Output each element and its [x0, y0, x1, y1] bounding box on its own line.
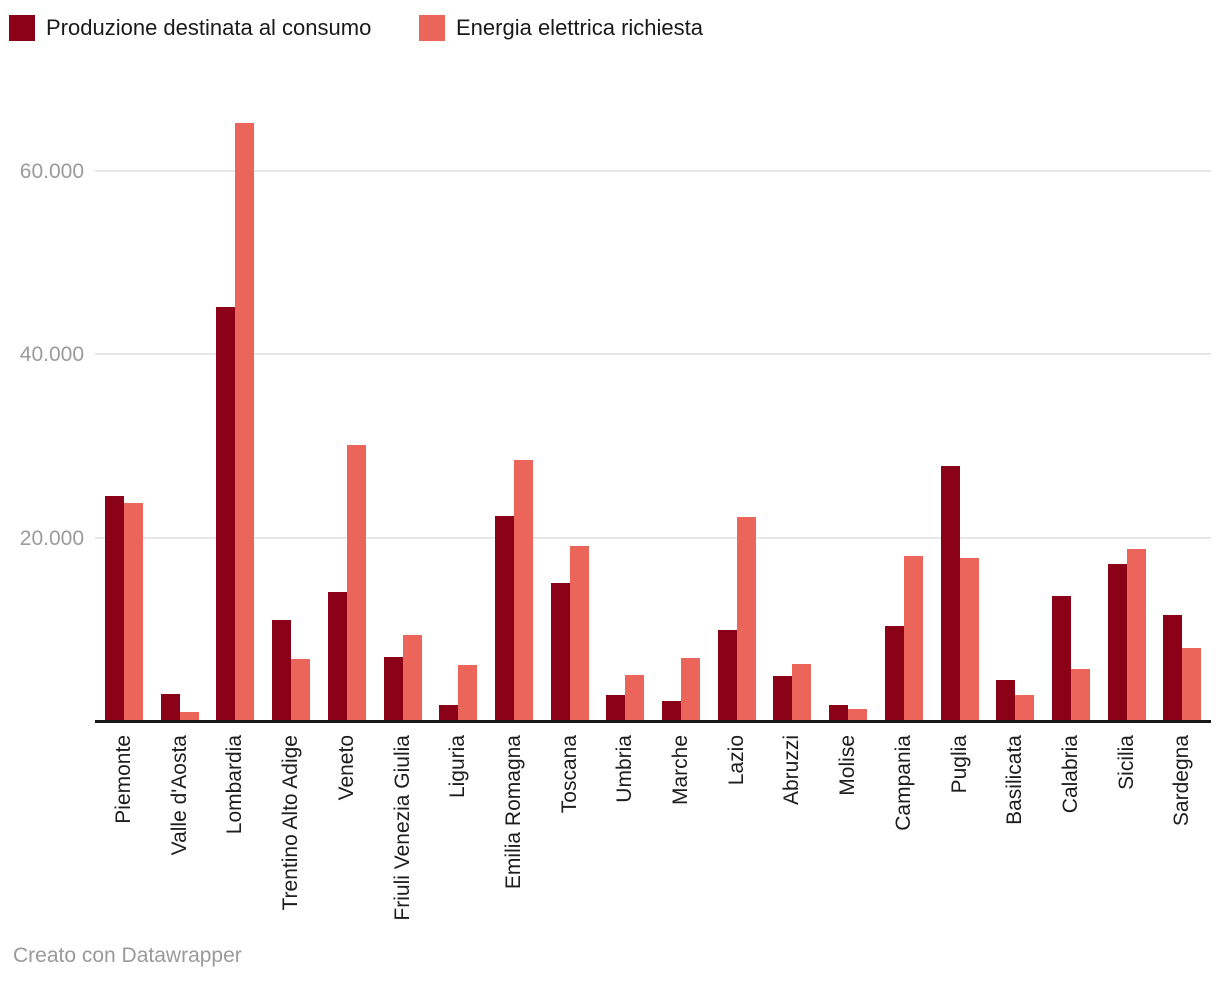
x-axis-label-basilicata: Basilicata: [1003, 735, 1027, 825]
bar-produzione-destinata-al-consumo-abruzzi: [773, 676, 793, 722]
bar-produzione-destinata-al-consumo-sardegna: [1163, 615, 1183, 722]
bar-energia-elettrica-richiesta-veneto: [346, 445, 366, 722]
bar-produzione-destinata-al-consumo-liguria: [439, 705, 459, 722]
bar-energia-elettrica-richiesta-valle-d-aosta: [179, 711, 199, 722]
bar-produzione-destinata-al-consumo-emilia-romagna: [494, 516, 514, 722]
bar-energia-elettrica-richiesta-puglia: [959, 558, 979, 722]
bar-produzione-destinata-al-consumo-molise: [829, 704, 849, 722]
bar-produzione-destinata-al-consumo-puglia: [940, 465, 960, 722]
bar-energia-elettrica-richiesta-campania: [903, 555, 923, 722]
x-axis-label-puglia: Puglia: [947, 735, 971, 794]
x-axis-label-friuli-venezia-giulia: Friuli Venezia Giulia: [390, 735, 414, 921]
bar-produzione-destinata-al-consumo-umbria: [606, 695, 626, 722]
gridline-20000: [95, 537, 1211, 540]
x-axis-label-valle-d-aosta: Valle d'Aosta: [167, 735, 191, 856]
bar-produzione-destinata-al-consumo-toscana: [550, 583, 570, 722]
x-axis-label-piemonte: Piemonte: [112, 735, 135, 824]
bar-produzione-destinata-al-consumo-sicilia: [1107, 563, 1127, 722]
bar-produzione-destinata-al-consumo-campania: [884, 625, 904, 722]
bar-energia-elettrica-richiesta-umbria: [625, 675, 645, 722]
x-axis-label-toscana: Toscana: [557, 735, 581, 814]
x-axis-label-marche: Marche: [669, 735, 692, 806]
legend-swatch-produzione-icon: [9, 15, 35, 41]
gridline-40000: [95, 353, 1211, 356]
bar-energia-elettrica-richiesta-friuli-venezia-giulia: [402, 634, 422, 722]
bar-produzione-destinata-al-consumo-lazio: [717, 630, 737, 722]
legend-item-produzione: Produzione destinata al consumo: [9, 15, 371, 41]
x-axis-label-liguria: Liguria: [446, 735, 470, 799]
y-axis-tick-label-60000: 60.000: [19, 159, 84, 183]
bar-energia-elettrica-richiesta-lazio: [736, 517, 756, 722]
x-axis-label-campania: Campania: [891, 735, 915, 831]
bar-produzione-destinata-al-consumo-basilicata: [996, 679, 1016, 722]
x-axis-label-calabria: Calabria: [1058, 735, 1082, 814]
bar-energia-elettrica-richiesta-sicilia: [1126, 549, 1146, 722]
x-axis-label-lombardia: Lombardia: [223, 735, 247, 835]
bar-produzione-destinata-al-consumo-marche: [662, 700, 681, 722]
bar-energia-elettrica-richiesta-basilicata: [1015, 695, 1035, 722]
bar-produzione-destinata-al-consumo-veneto: [327, 591, 347, 722]
bar-produzione-destinata-al-consumo-lombardia: [216, 306, 236, 722]
bar-produzione-destinata-al-consumo-valle-d-aosta: [160, 693, 180, 722]
bar-energia-elettrica-richiesta-toscana: [569, 545, 589, 722]
bar-energia-elettrica-richiesta-lombardia: [235, 122, 255, 722]
bar-energia-elettrica-richiesta-emilia-romagna: [513, 460, 533, 722]
bar-produzione-destinata-al-consumo-trentino-alto-adige: [272, 619, 292, 722]
legend-label-richiesta: Energia elettrica richiesta: [456, 15, 704, 40]
gridline-60000: [95, 169, 1211, 172]
x-axis-label-sicilia: Sicilia: [1114, 735, 1138, 790]
bar-energia-elettrica-richiesta-calabria: [1070, 668, 1090, 722]
bar-produzione-destinata-al-consumo-friuli-venezia-giulia: [383, 656, 403, 722]
bar-produzione-destinata-al-consumo-piemonte: [105, 495, 124, 722]
bar-energia-elettrica-richiesta-molise: [848, 709, 868, 722]
credit-text: Creato con Datawrapper: [13, 944, 242, 967]
x-axis-label-umbria: Umbria: [613, 735, 637, 803]
bar-produzione-destinata-al-consumo-calabria: [1051, 596, 1071, 722]
y-axis-tick-label-20000: 20.000: [19, 527, 84, 551]
x-axis-label-emilia-romagna: Emilia Romagna: [501, 735, 525, 890]
x-axis-label-trentino-alto-adige: Trentino Alto Adige: [279, 735, 303, 911]
legend-item-richiesta: Energia elettrica richiesta: [419, 15, 703, 41]
x-axis-label-lazio: Lazio: [724, 735, 748, 786]
y-axis-tick-label-40000: 40.000: [19, 343, 84, 367]
bar-energia-elettrica-richiesta-trentino-alto-adige: [291, 658, 311, 722]
x-axis-label-molise: Molise: [836, 735, 860, 796]
legend-label-produzione: Produzione destinata al consumo: [46, 15, 372, 40]
legend-swatch-richiesta-icon: [419, 15, 445, 41]
x-axis-label-veneto: Veneto: [334, 735, 358, 801]
x-axis-label-sardegna: Sardegna: [1170, 735, 1194, 827]
x-axis-label-abruzzi: Abruzzi: [780, 735, 804, 806]
bar-energia-elettrica-richiesta-liguria: [458, 665, 478, 722]
x-axis-line: [95, 720, 1211, 723]
bar-energia-elettrica-richiesta-sardegna: [1182, 647, 1202, 722]
bar-energia-elettrica-richiesta-piemonte: [124, 503, 143, 722]
bar-energia-elettrica-richiesta-marche: [681, 657, 700, 722]
bar-energia-elettrica-richiesta-abruzzi: [792, 664, 812, 722]
